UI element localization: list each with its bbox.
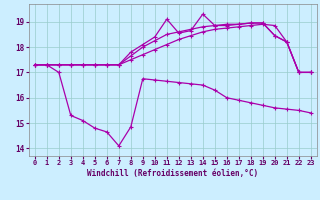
X-axis label: Windchill (Refroidissement éolien,°C): Windchill (Refroidissement éolien,°C) (87, 169, 258, 178)
